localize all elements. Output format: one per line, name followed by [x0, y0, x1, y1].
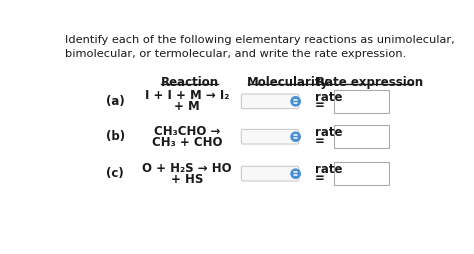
Text: (c): (c) — [106, 167, 124, 180]
Text: + HS: + HS — [171, 172, 203, 186]
Text: Rate expression: Rate expression — [316, 76, 423, 89]
Text: =: = — [315, 99, 325, 113]
Text: + M: + M — [174, 100, 200, 113]
Text: (b): (b) — [106, 130, 125, 143]
Text: CH₃CHO →: CH₃CHO → — [154, 125, 220, 138]
Text: rate: rate — [315, 126, 343, 139]
Text: rate: rate — [315, 91, 343, 104]
Text: Identify each of the following elementary reactions as unimolecular,
bimolecular: Identify each of the following elementar… — [65, 35, 455, 59]
Text: =: = — [315, 172, 325, 185]
FancyBboxPatch shape — [241, 130, 299, 144]
Text: CH₃ + CHO: CH₃ + CHO — [152, 136, 222, 149]
Text: O + H₂S → HO: O + H₂S → HO — [142, 162, 232, 175]
Text: (a): (a) — [106, 95, 125, 108]
Text: Reaction: Reaction — [160, 76, 219, 89]
FancyBboxPatch shape — [241, 94, 299, 109]
FancyBboxPatch shape — [334, 125, 389, 148]
Circle shape — [291, 169, 300, 178]
Text: Molecularity: Molecularity — [247, 76, 329, 89]
FancyBboxPatch shape — [334, 162, 389, 185]
Text: rate: rate — [315, 163, 343, 176]
Text: I + I + M → I₂: I + I + M → I₂ — [145, 89, 229, 102]
Circle shape — [291, 97, 300, 106]
Text: =: = — [315, 135, 325, 148]
FancyBboxPatch shape — [241, 166, 299, 181]
Circle shape — [291, 132, 300, 141]
FancyBboxPatch shape — [334, 90, 389, 113]
